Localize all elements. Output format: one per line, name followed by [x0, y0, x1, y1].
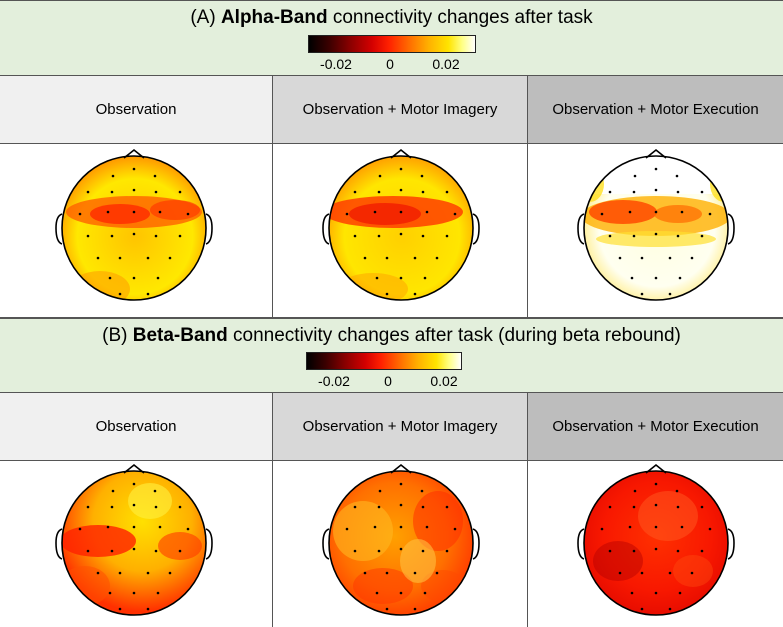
condition-label-motor-execution: Observation + Motor Execution	[528, 393, 783, 460]
section-b-title-bold: Beta-Band	[132, 325, 228, 346]
colorbar-tick: -0.02	[318, 373, 350, 389]
section-b-title: (B) Beta-Band connectivity changes after…	[0, 325, 783, 347]
section-a-title-bold: Alpha-Band	[220, 7, 328, 28]
topomap-beta-motor-imagery	[273, 461, 528, 627]
condition-label-motor-imagery: Observation + Motor Imagery	[273, 76, 528, 143]
electrode-dots	[78, 167, 190, 296]
head-map	[55, 148, 213, 301]
topomap-alpha-motor-imagery	[273, 144, 528, 317]
section-a-header: (A) Alpha-Band connectivity changes afte…	[0, 0, 783, 76]
head-map	[322, 463, 480, 616]
colorbar-gradient	[306, 352, 462, 370]
electrode-dots	[345, 482, 457, 611]
section-a-map-row	[0, 144, 783, 318]
head-map	[322, 148, 480, 301]
section-b-title-prefix: (B)	[102, 325, 133, 346]
colorbar-tick: 0	[384, 373, 392, 389]
colorbar-tick: 0.02	[432, 56, 460, 72]
head-map	[577, 463, 735, 616]
condition-label-observation: Observation	[0, 76, 273, 143]
topomap-alpha-observation	[0, 144, 273, 317]
condition-label-observation: Observation	[0, 393, 273, 460]
section-a-title-prefix: (A)	[190, 7, 221, 28]
condition-label-motor-imagery: Observation + Motor Imagery	[273, 393, 528, 460]
colorbar-gradient	[308, 35, 476, 53]
electrode-dots	[345, 167, 457, 296]
section-b-condition-row: Observation Observation + Motor Imagery …	[0, 393, 783, 461]
electrode-dots	[600, 167, 712, 296]
topomap-beta-observation	[0, 461, 273, 627]
colorbar-tick: 0	[386, 56, 394, 72]
section-a-title-rest: connectivity changes after task	[327, 7, 593, 28]
topomap-alpha-motor-execution	[528, 144, 783, 317]
colorbar-tick: -0.02	[320, 56, 352, 72]
electrode-dots	[600, 482, 712, 611]
head-map	[577, 148, 735, 301]
head-map	[55, 463, 213, 616]
section-a-condition-row: Observation Observation + Motor Imagery …	[0, 76, 783, 144]
colorbar-tick: 0.02	[430, 373, 458, 389]
section-a-title: (A) Alpha-Band connectivity changes afte…	[0, 7, 783, 29]
section-b-header: (B) Beta-Band connectivity changes after…	[0, 318, 783, 393]
section-b-map-row	[0, 461, 783, 627]
electrode-dots	[78, 482, 190, 611]
condition-label-motor-execution: Observation + Motor Execution	[528, 76, 783, 143]
section-b-title-rest: connectivity changes after task (during …	[227, 325, 681, 346]
topomap-beta-motor-execution	[528, 461, 783, 627]
